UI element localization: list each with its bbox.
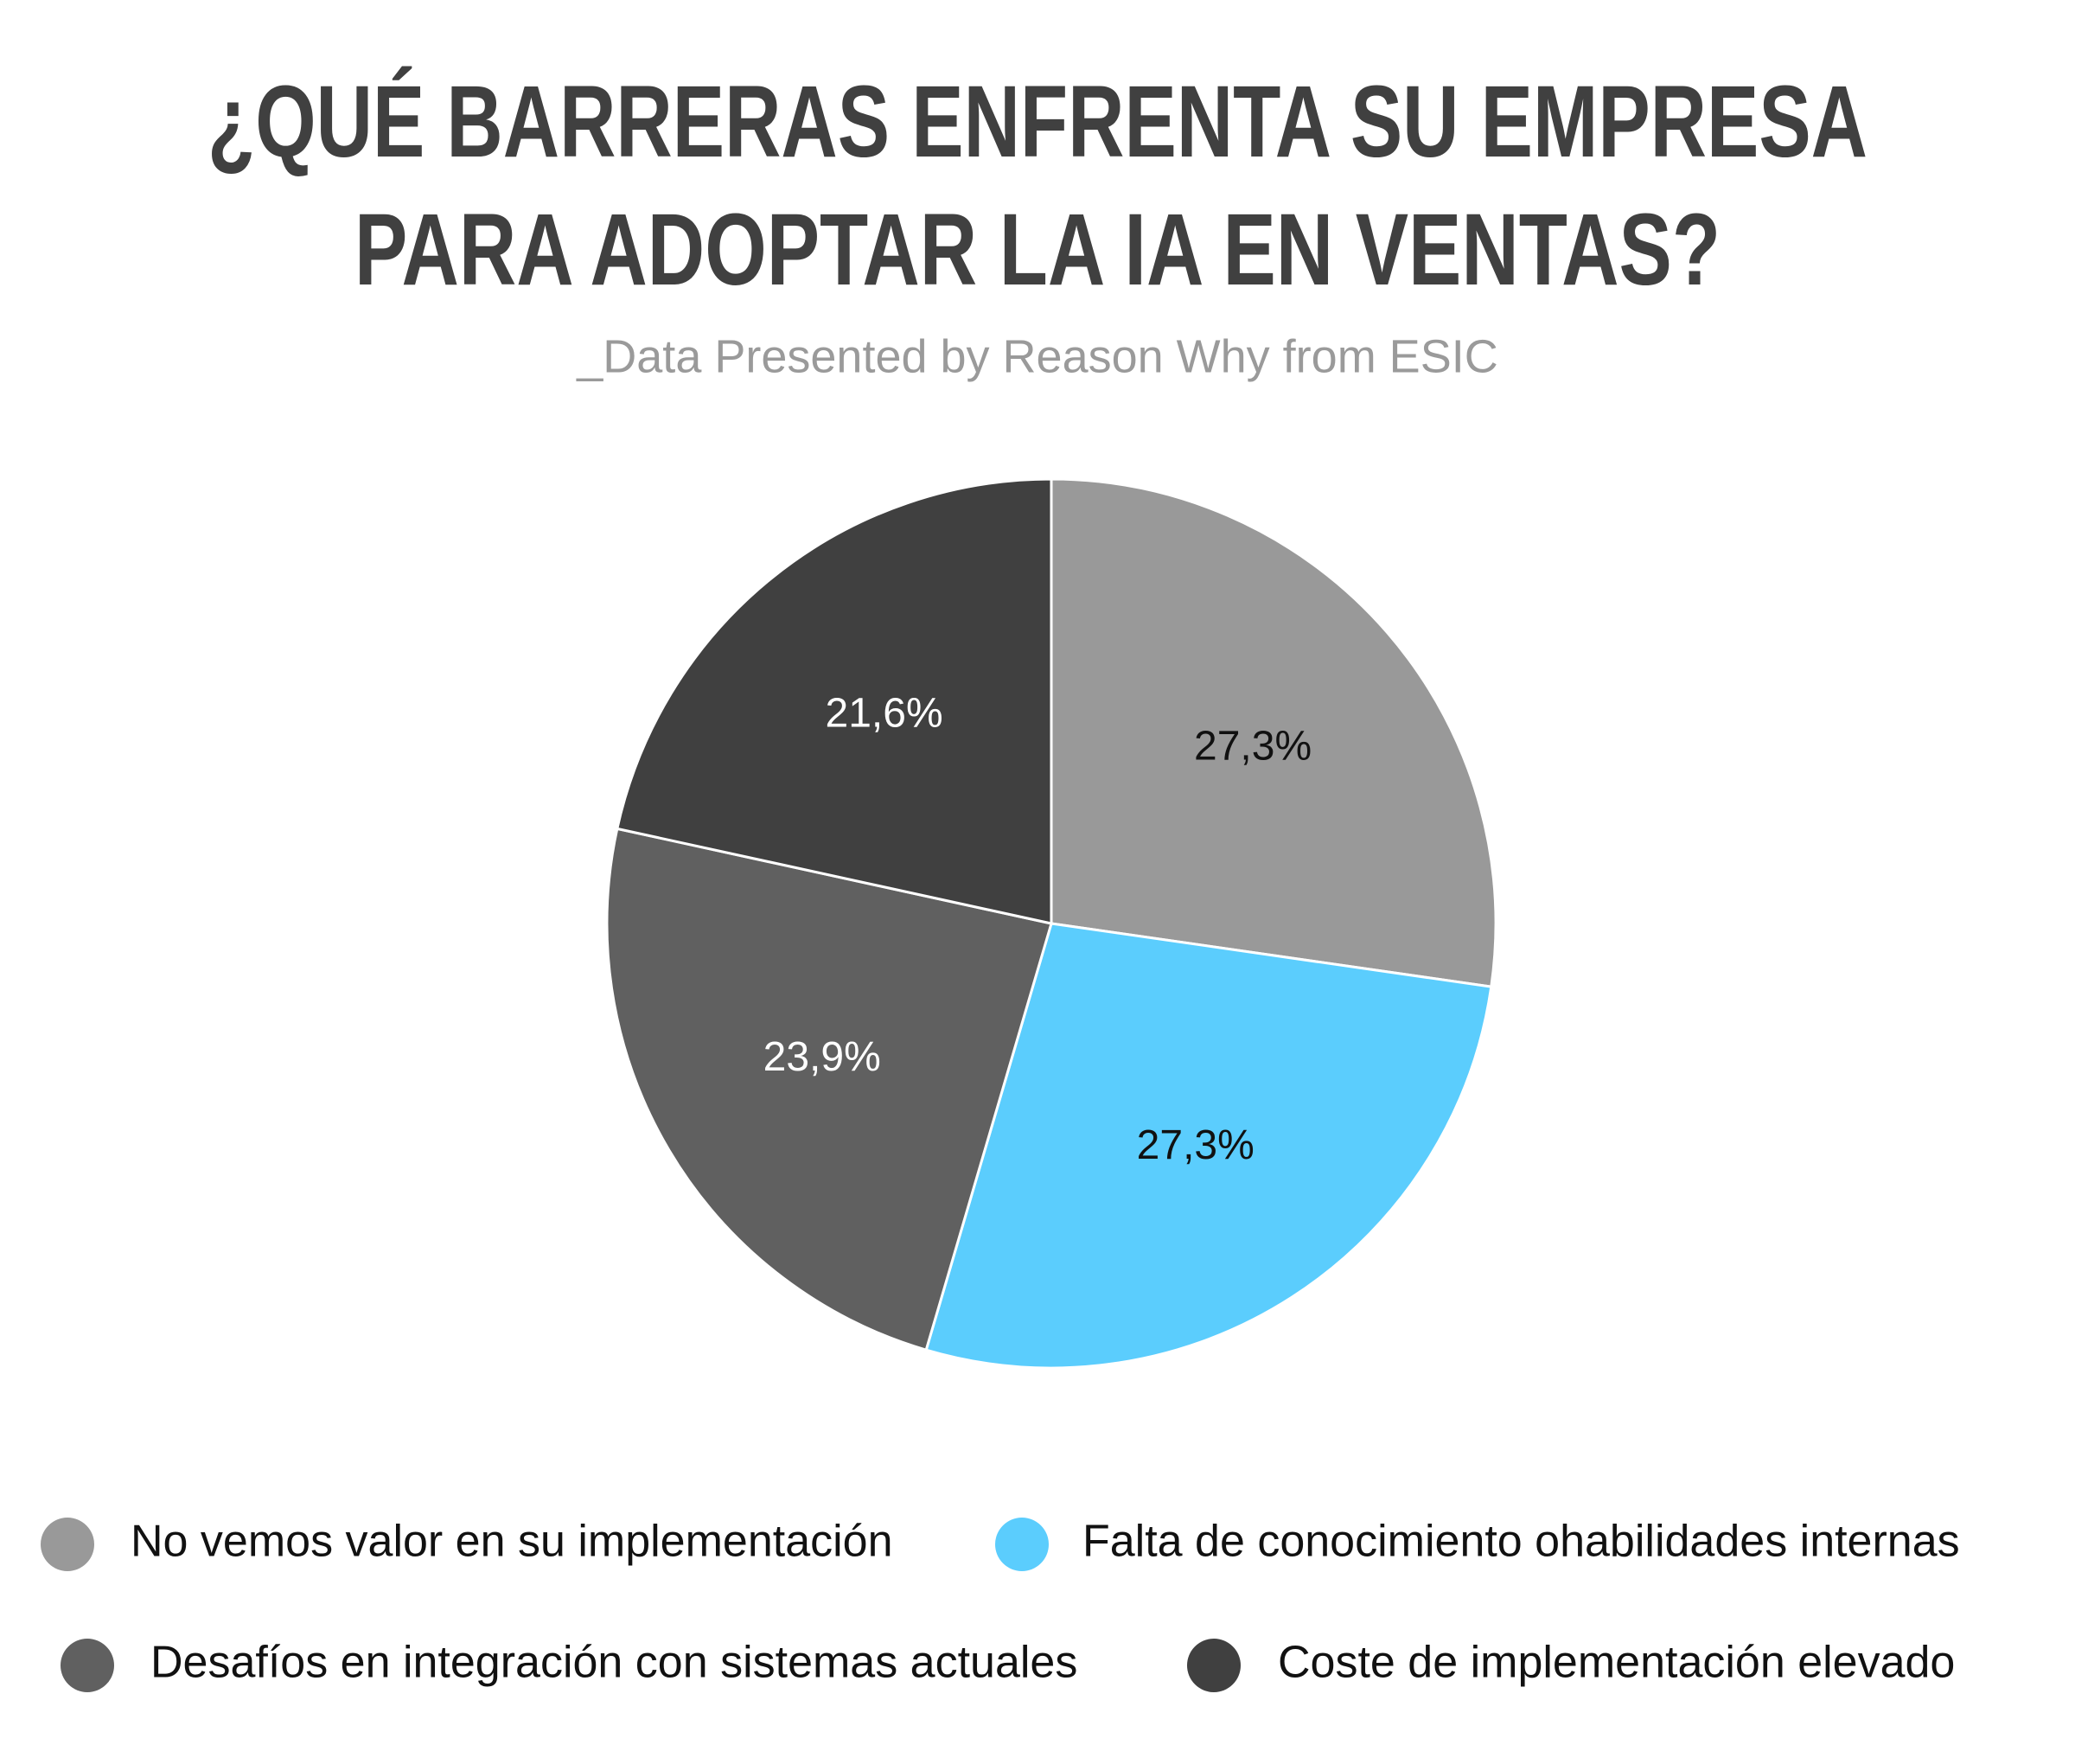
data-label: 21,6% xyxy=(826,690,943,736)
data-label: 27,3% xyxy=(1137,1122,1255,1168)
legend-label: No vemos valor en su implementación xyxy=(131,1517,893,1567)
legend-label: Coste de implementación elevado xyxy=(1278,1638,1955,1688)
pie-slice xyxy=(616,477,1053,925)
pie-slice xyxy=(924,922,1493,1370)
pie-slice xyxy=(605,827,1053,1352)
data-label: 27,3% xyxy=(1194,724,1312,770)
chart-subtitle: _Data Presented by Reason Why from ESIC xyxy=(576,330,1497,382)
pie-slice xyxy=(1050,477,1497,988)
legend-label: Desafíos en integración con sistemas act… xyxy=(150,1638,1077,1688)
legend-swatch xyxy=(41,1518,94,1571)
legend-swatch xyxy=(61,1639,114,1692)
data-label: 23,9% xyxy=(763,1034,881,1080)
chart-title: PARA ADOPTAR LA IA EN VENTAS? xyxy=(354,193,1721,307)
legend-label: Falta de conocimiento ohabilidades inter… xyxy=(1082,1517,1960,1567)
legend-swatch xyxy=(995,1518,1049,1571)
legend-swatch xyxy=(1187,1639,1241,1692)
chart-title: ¿QUÉ BARRERAS ENFRENTA SU EMPRESA xyxy=(208,65,1868,179)
